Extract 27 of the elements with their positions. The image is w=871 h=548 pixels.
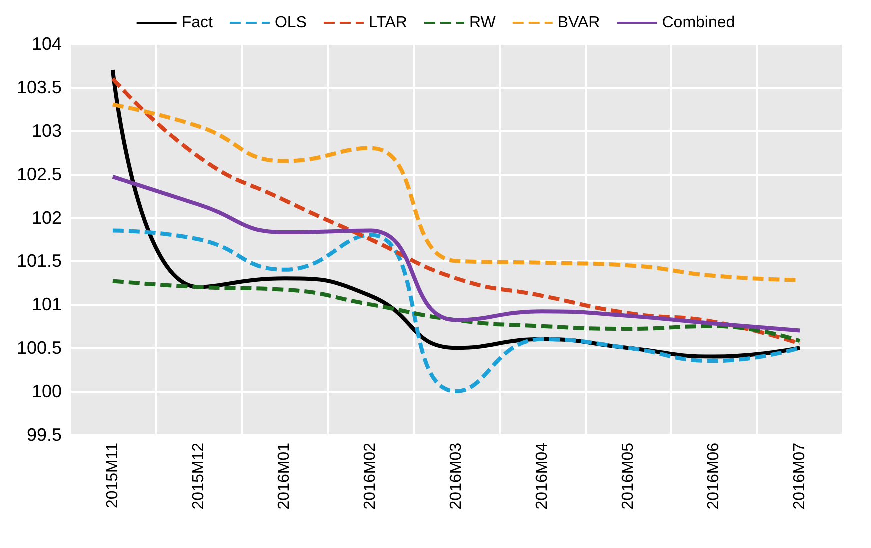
y-tick-label: 102.5 [16, 164, 62, 184]
y-tick-label: 103.5 [16, 77, 62, 98]
legend-label: Fact [182, 14, 214, 32]
y-tick-label: 102 [32, 208, 62, 228]
y-tick-label: 100.5 [16, 338, 62, 358]
y-tick-label: 104 [32, 34, 62, 54]
legend-label: LTAR [368, 14, 408, 32]
x-tick-label: 2015M12 [190, 442, 208, 510]
y-tick-label: 99.5 [26, 425, 62, 445]
legend-label: BVAR [558, 14, 600, 32]
x-tick-label: 2016M05 [620, 442, 637, 510]
legend-label: RW [469, 14, 497, 32]
y-tick-label: 100 [32, 382, 62, 402]
x-tick-label: 2015M11 [104, 442, 122, 509]
y-tick-label: 103 [32, 120, 62, 141]
legend-label: OLS [274, 14, 307, 32]
y-tick-label: 101 [32, 294, 62, 315]
line-series [110, 279, 802, 344]
legend-label: Combined [662, 14, 736, 32]
x-tick-label: 2016M03 [448, 442, 465, 510]
x-tick-label: 2016M07 [792, 442, 809, 510]
line-series [110, 174, 802, 333]
y-tick-label: 101.5 [16, 251, 62, 272]
x-tick-label: 2016M01 [276, 442, 294, 510]
x-tick-label: 2016M02 [362, 442, 380, 510]
x-tick-label: 2016M06 [706, 442, 723, 510]
x-tick-label: 2016M04 [534, 442, 551, 510]
